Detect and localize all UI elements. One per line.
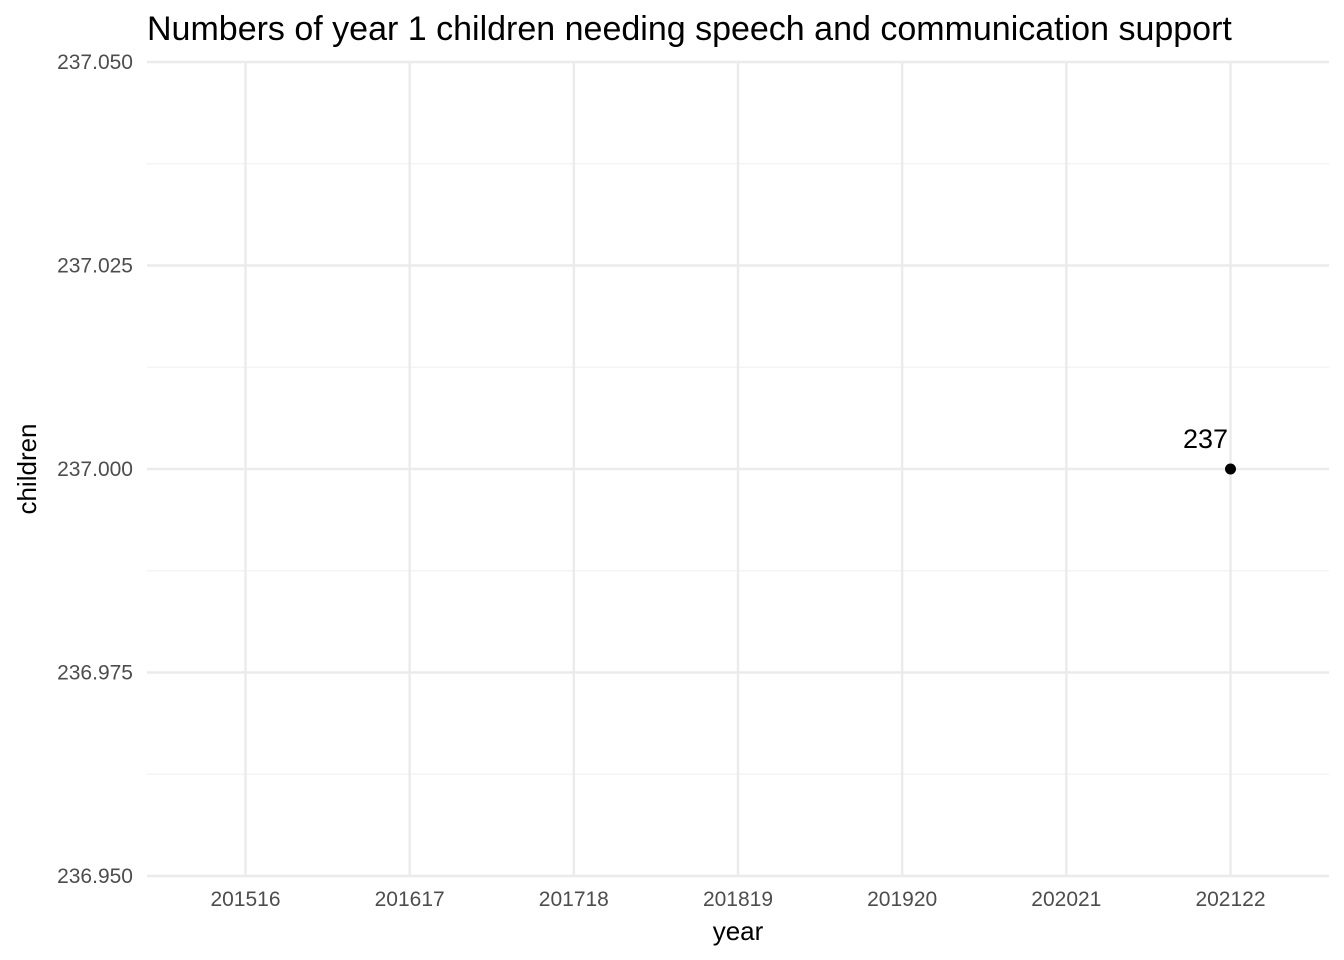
y-axis-title: children <box>12 423 42 514</box>
x-tick-label: 201718 <box>539 888 609 911</box>
y-tick-label: 236.975 <box>57 662 133 685</box>
y-tick-label: 237.050 <box>57 51 133 74</box>
y-tick-label: 236.950 <box>57 865 133 888</box>
x-axis-ticks: 201516 201617 201718 201819 201920 202021 2021… <box>210 888 1265 911</box>
x-axis-title: year <box>713 916 764 946</box>
x-tick-label: 201819 <box>703 888 773 911</box>
data-point <box>1225 463 1236 475</box>
y-tick-label: 237.025 <box>57 255 133 278</box>
x-tick-label: 202122 <box>1195 888 1265 911</box>
x-tick-label: 202021 <box>1031 888 1101 911</box>
y-axis-ticks: 236.950 236.975 237.000 237.025 237.050 <box>57 51 133 888</box>
chart-title: Numbers of year 1 children needing speec… <box>147 10 1232 48</box>
x-tick-label: 201920 <box>867 888 937 911</box>
data-points: 237 <box>1183 424 1236 475</box>
x-tick-label: 201516 <box>210 888 280 911</box>
grid <box>147 60 1329 878</box>
x-tick-label: 201617 <box>375 888 445 911</box>
y-tick-label: 237.000 <box>57 458 133 481</box>
data-label: 237 <box>1183 424 1228 454</box>
